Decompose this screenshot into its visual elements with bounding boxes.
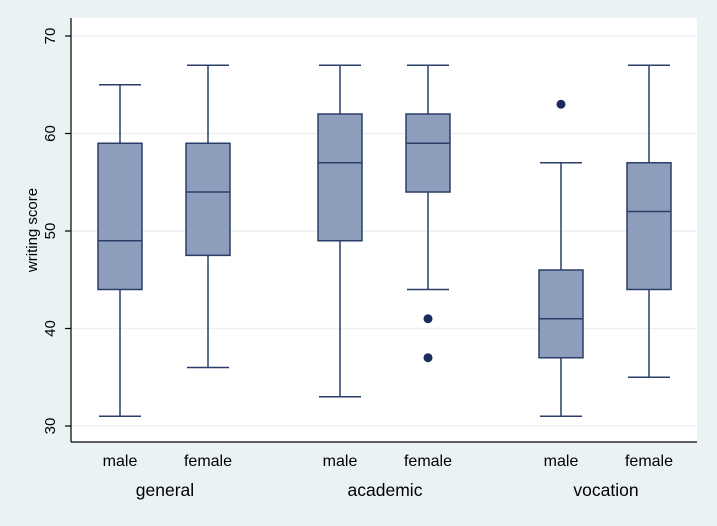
- group-label: general: [136, 480, 194, 500]
- box-vocation-female: [626, 64, 672, 378]
- box-academic-male: [317, 64, 363, 398]
- iqr-box: [626, 162, 672, 291]
- y-tick-label: 70: [42, 28, 59, 45]
- iqr-box: [185, 142, 231, 257]
- category-label: female: [184, 453, 232, 470]
- box-academic-female: [405, 64, 451, 363]
- iqr-box: [538, 269, 584, 359]
- y-tick-label: 40: [42, 320, 59, 337]
- y-axis-label: writing score: [24, 188, 41, 273]
- box-general-male: [97, 84, 143, 417]
- outlier-point: [423, 353, 433, 363]
- y-tick-label: 60: [42, 125, 59, 142]
- x-axis-labels: male female male female male female general aca…: [103, 453, 673, 500]
- y-tick-label: 50: [42, 223, 59, 240]
- group-label: academic: [348, 480, 423, 500]
- gridlines: [71, 35, 697, 427]
- outlier-point: [556, 99, 566, 109]
- category-label: female: [404, 453, 452, 470]
- plot-area: [71, 18, 697, 442]
- y-tick-label: 30: [42, 418, 59, 435]
- category-label: female: [625, 453, 673, 470]
- iqr-box: [317, 113, 363, 242]
- iqr-box: [97, 142, 143, 291]
- category-label: male: [323, 453, 358, 470]
- group-label: vocation: [573, 480, 638, 500]
- outlier-point: [423, 314, 433, 324]
- category-label: male: [544, 453, 579, 470]
- boxes-layer: [97, 64, 672, 417]
- category-label: male: [103, 453, 138, 470]
- box-general-female: [185, 64, 231, 369]
- y-axis-ticks: 30 40 50 60 70: [42, 28, 71, 435]
- box-vocation-male: [538, 99, 584, 417]
- iqr-box: [405, 113, 451, 193]
